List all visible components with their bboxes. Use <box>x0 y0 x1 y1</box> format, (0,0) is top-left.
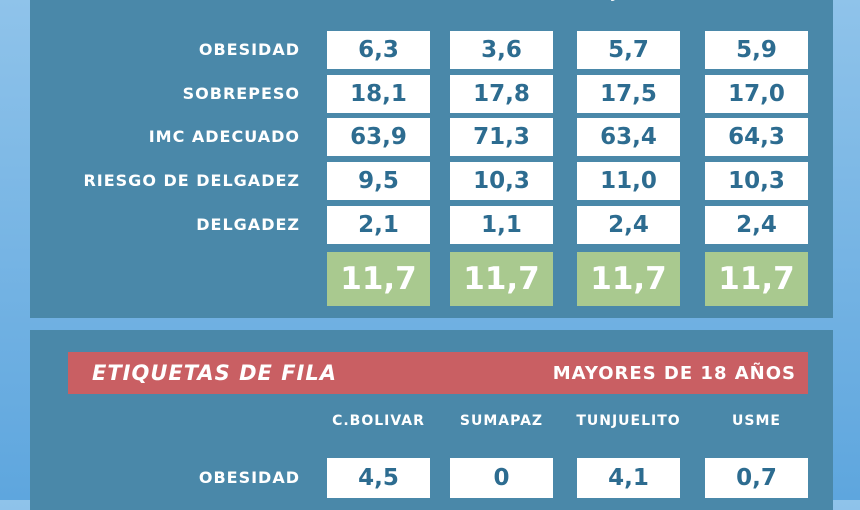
value-cell: 6,3 <box>327 31 430 69</box>
header-bar: ETIQUETAS DE FILA MAYORES DE 18 AÑOS <box>68 352 808 394</box>
total-cell: 11,7 <box>705 252 808 306</box>
row-label: RIESGO DE DELGADEZ <box>83 171 300 190</box>
column-header: SUMAPAZ <box>459 413 544 429</box>
row-label: IMC ADECUADO <box>148 127 300 146</box>
value-cell: 11,0 <box>577 162 680 200</box>
value-cell: 64,3 <box>705 118 808 156</box>
value-cell: 0,7 <box>705 458 808 498</box>
column-header: USME <box>732 413 781 429</box>
value-cell: 71,3 <box>450 118 553 156</box>
value-cell: 63,9 <box>327 118 430 156</box>
value-cell: 5,7 <box>577 31 680 69</box>
panel-top <box>30 0 833 318</box>
value-cell: 4,1 <box>577 458 680 498</box>
column-header: C.BOLIVAR <box>332 413 425 429</box>
value-cell: 10,3 <box>705 162 808 200</box>
value-cell: 5,9 <box>705 31 808 69</box>
column-header: TUNJUELITO <box>559 0 699 2</box>
value-cell: 2,1 <box>327 206 430 244</box>
row-label: SOBREPESO <box>182 84 300 103</box>
value-cell: 3,6 <box>450 31 553 69</box>
row-label: DELGADEZ <box>196 215 300 234</box>
row-label: OBESIDAD <box>198 40 300 59</box>
value-cell: 17,8 <box>450 75 553 113</box>
header-subtitle: MAYORES DE 18 AÑOS <box>552 363 796 384</box>
total-cell: 11,7 <box>450 252 553 306</box>
column-header: TUNJUELITO <box>576 413 681 429</box>
value-cell: 2,4 <box>705 206 808 244</box>
column-header: SUMAPAZ <box>432 0 572 2</box>
value-cell: 18,1 <box>327 75 430 113</box>
value-cell: 10,3 <box>450 162 553 200</box>
value-cell: 0 <box>450 458 553 498</box>
value-cell: 9,5 <box>327 162 430 200</box>
value-cell: 63,4 <box>577 118 680 156</box>
value-cell: 17,5 <box>577 75 680 113</box>
column-header: C.BOLIVAR <box>309 0 449 2</box>
value-cell: 4,5 <box>327 458 430 498</box>
total-cell: 11,7 <box>327 252 430 306</box>
header-title: ETIQUETAS DE FILA <box>92 361 337 385</box>
value-cell: 2,4 <box>577 206 680 244</box>
total-cell: 11,7 <box>577 252 680 306</box>
row-label: OBESIDAD <box>198 468 300 487</box>
value-cell: 1,1 <box>450 206 553 244</box>
column-header: USME <box>687 0 827 2</box>
value-cell: 17,0 <box>705 75 808 113</box>
